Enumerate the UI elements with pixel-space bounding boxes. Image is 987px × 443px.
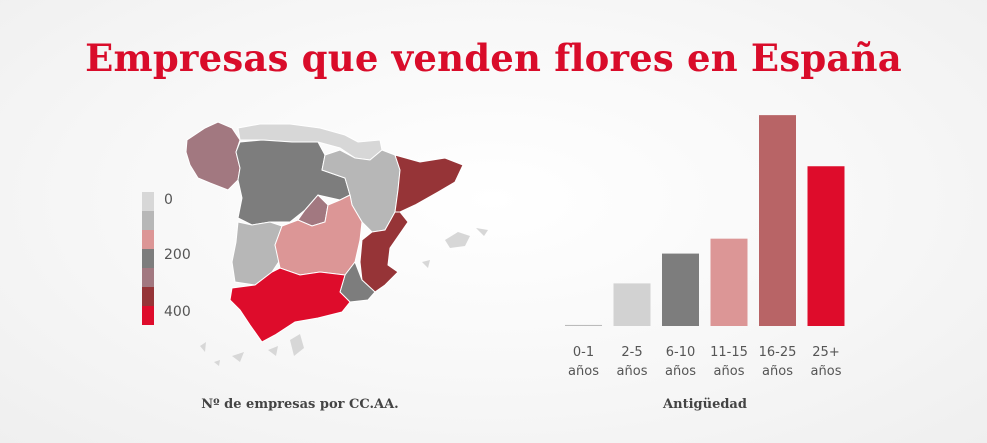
legend-swatch [142,230,154,249]
bar-25+ [807,166,845,326]
region-andalucia [229,267,351,343]
legend-swatch [142,192,154,211]
legend-swatch [142,287,154,306]
tick-label: 2-5 [621,345,642,360]
region-galicia [185,121,241,191]
tick-label-unit: años [568,364,599,379]
region-cataluna [394,154,464,213]
legend-swatch [142,268,154,287]
bar-2-5 [613,283,651,326]
tick-label-unit: años [617,364,648,379]
bar-0-1 [565,324,602,326]
map-legend: 0 200 400 [142,192,212,325]
legend-label-200: 200 [164,247,191,263]
tick-label: 16-25 [759,345,797,360]
legend-label-0: 0 [164,192,173,208]
spain-map [185,121,488,366]
tick-label: 11-15 [710,345,748,360]
tick-label-unit: años [714,364,745,379]
bar-16-25 [759,115,796,326]
tick-label-unit: años [811,364,842,379]
legend-swatch [142,306,154,325]
chart-xlabel: Antigüedad [663,397,747,412]
region-canarias [200,334,304,366]
region-valencia [359,211,409,293]
region-extremadura [231,221,283,286]
tick-label-unit: años [665,364,696,379]
legend-label-400: 400 [164,304,191,320]
tick-label: 6-10 [666,345,696,360]
region-baleares [422,228,488,268]
page-title: Empresas que venden flores en España [85,36,902,80]
tick-label: 25+ [812,345,839,360]
tick-label-unit: años [762,364,793,379]
bar-11-15 [710,238,748,326]
bar-chart: 0-1 años 2-5 años 6-10 años 11-15 años 16-25 años… [565,115,845,379]
tick-label: 0-1 [573,345,594,360]
map-caption: Nº de empresas por CC.AA. [201,397,399,412]
map-panel: 0 200 400 Nº de empresas por CC.AA. [120,110,510,420]
bar-6-10 [662,253,699,326]
bar-chart-panel: 0-1 años 2-5 años 6-10 años 11-15 años 16-25 años… [530,100,880,420]
legend-swatch [142,249,154,268]
legend-swatch [142,211,154,230]
